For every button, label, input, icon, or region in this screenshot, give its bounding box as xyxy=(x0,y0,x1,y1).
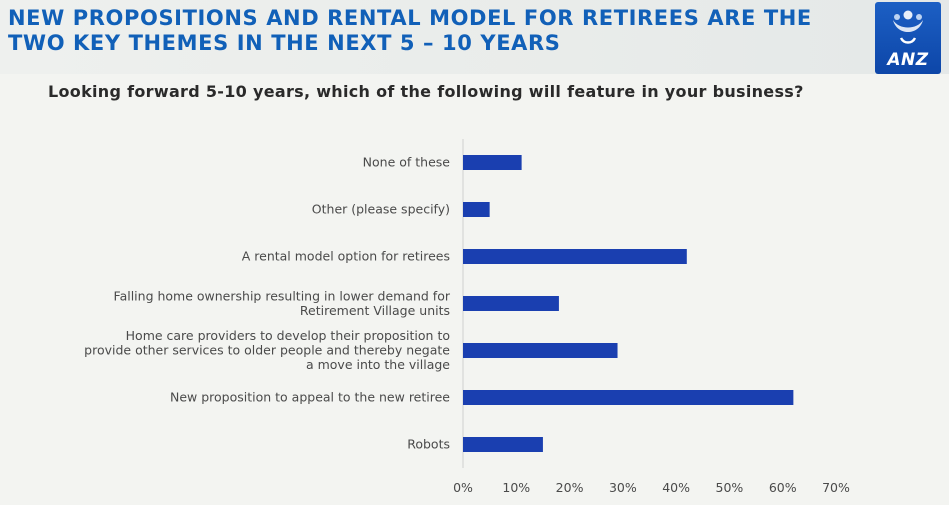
category-label: A rental model option for retirees xyxy=(242,249,450,264)
bar xyxy=(463,296,559,311)
logo-text: ANZ xyxy=(887,50,929,70)
category-label: Retirement Village units xyxy=(300,303,450,318)
anz-people-icon xyxy=(893,10,923,44)
category-label: Falling home ownership resulting in lowe… xyxy=(114,288,451,303)
slide-title-line: NEW PROPOSITIONS AND RENTAL MODEL FOR RE… xyxy=(8,6,812,30)
category-label: None of these xyxy=(363,155,451,170)
category-label: provide other services to older people a… xyxy=(84,343,450,358)
category-label: a move into the village xyxy=(306,357,450,372)
x-tick-label: 10% xyxy=(502,480,530,495)
chart-title: Looking forward 5-10 years, which of the… xyxy=(48,82,804,101)
category-label: Home care providers to develop their pro… xyxy=(126,328,450,343)
slide-header: NEW PROPOSITIONS AND RENTAL MODEL FOR RE… xyxy=(0,0,949,74)
x-tick-label: 20% xyxy=(556,480,584,495)
slide-title-line: TWO KEY THEMES IN THE NEXT 5 – 10 YEARS xyxy=(8,31,561,55)
bar xyxy=(463,249,687,264)
bar xyxy=(463,390,794,405)
x-tick-label: 30% xyxy=(609,480,637,495)
x-tick-label: 70% xyxy=(822,480,850,495)
bar xyxy=(463,155,522,170)
x-tick-label: 60% xyxy=(769,480,797,495)
category-label: Other (please specify) xyxy=(312,202,450,217)
x-tick-label: 0% xyxy=(453,480,473,495)
bar xyxy=(463,343,618,358)
bar xyxy=(463,437,543,452)
x-tick-label: 50% xyxy=(716,480,744,495)
bar xyxy=(463,202,490,217)
slide-title: NEW PROPOSITIONS AND RENTAL MODEL FOR RE… xyxy=(8,6,868,56)
category-label: New proposition to appeal to the new ret… xyxy=(170,390,450,405)
category-label: Robots xyxy=(407,437,450,452)
anz-logo: ANZ xyxy=(875,2,941,74)
x-tick-label: 40% xyxy=(662,480,690,495)
